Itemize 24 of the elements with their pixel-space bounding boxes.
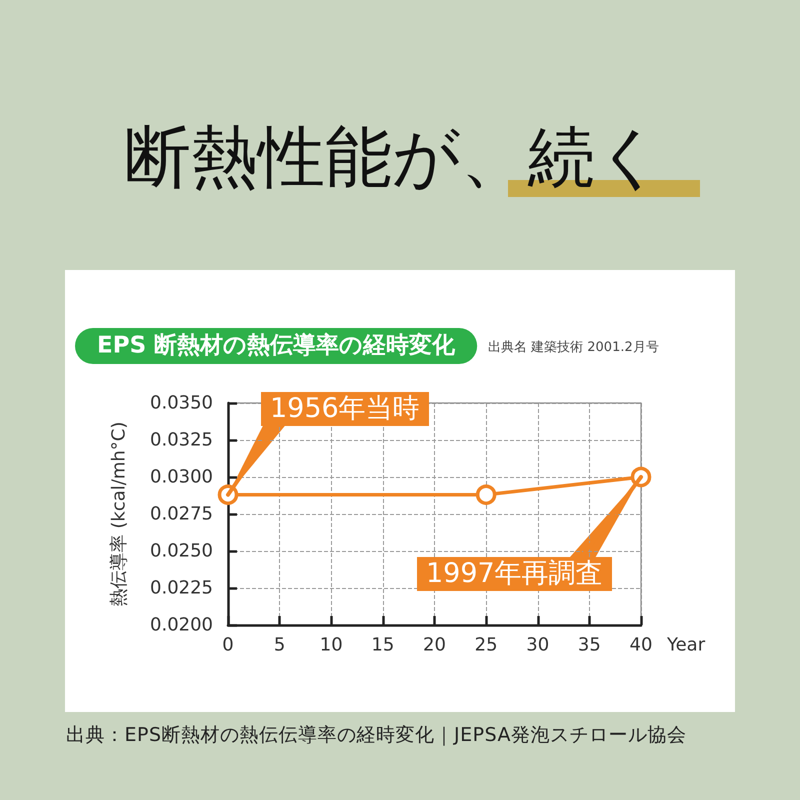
x-tick-label: 25	[474, 634, 498, 656]
y-tick-label: 0.0225	[150, 578, 213, 598]
y-tick-label: 0.0250	[150, 540, 213, 562]
y-tick-label: 0.0200	[150, 614, 213, 636]
x-tick-label: 40	[630, 634, 652, 656]
x-axis-title: Year	[666, 634, 706, 656]
x-tick-label: 10	[320, 634, 343, 656]
annotation: 1997年再調査	[417, 557, 612, 591]
y-tick-label: 0.0275	[150, 504, 213, 524]
x-tick-label: 0	[222, 634, 234, 656]
annotation: 1956年当時	[261, 392, 429, 426]
x-tick-label: 20	[423, 634, 446, 656]
chart-subtitle: EPS 断熱材の熱伝導率の経時変化	[97, 332, 456, 358]
source-note: 出典：EPS断熱材の熱伝伝導率の経時変化｜JEPSA発泡スチロール協会	[66, 723, 686, 748]
x-tick-label: 30	[526, 634, 550, 656]
x-tick-label: 35	[578, 634, 601, 656]
x-tick-label: 5	[274, 634, 286, 656]
y-axis-title: 熱伝導率 (kcal/mh°C)	[108, 422, 130, 606]
chart-title: 断熱性能が、続く	[124, 117, 664, 198]
x-tick-label: 15	[371, 634, 394, 656]
y-tick-label: 0.0350	[150, 392, 213, 414]
text: 出典名 建築技術 2001.2月号	[488, 340, 659, 355]
y-tick-label: 0.0325	[150, 430, 213, 450]
y-tick-label: 0.0300	[150, 466, 213, 488]
